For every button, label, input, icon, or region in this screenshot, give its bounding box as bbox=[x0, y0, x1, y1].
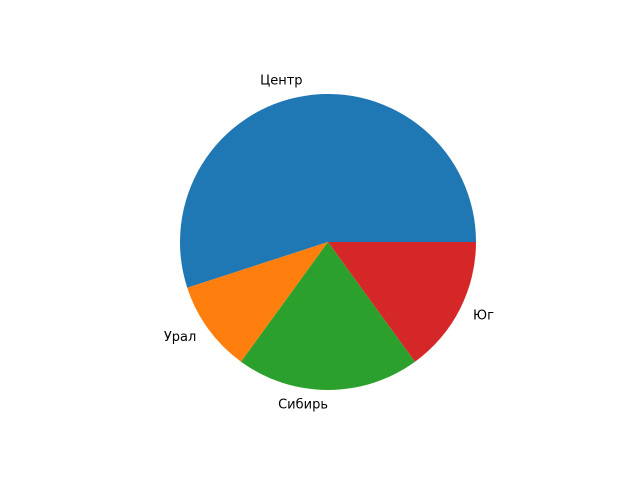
slice-label: Центр bbox=[260, 74, 302, 89]
slice-label: Сибирь bbox=[278, 397, 328, 412]
slice-label: Юг bbox=[473, 308, 494, 323]
pie-labels: Центр Урал Сибирь Юг bbox=[164, 74, 494, 413]
pie-slice bbox=[187, 242, 328, 362]
pie-slice bbox=[241, 242, 415, 390]
pie-slices bbox=[180, 94, 477, 390]
slice-label: Урал bbox=[164, 330, 196, 345]
pie-slice bbox=[328, 242, 476, 362]
pie-slice bbox=[180, 94, 477, 288]
